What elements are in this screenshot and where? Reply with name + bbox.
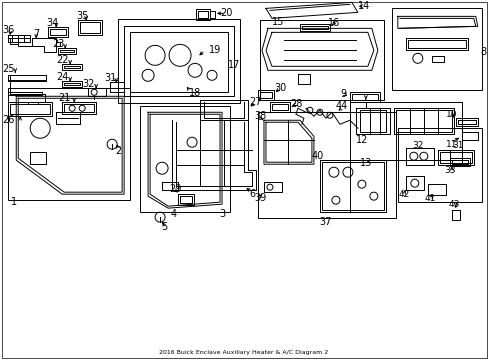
Text: 1: 1 [11,197,17,207]
Text: 5: 5 [161,222,167,232]
Text: 34: 34 [46,18,58,28]
Text: 37: 37 [319,217,331,227]
Bar [397,128,481,202]
Text: 24: 24 [56,72,68,82]
Text: 25: 25 [2,64,15,74]
Text: 10: 10 [445,110,457,119]
Bar [140,106,229,212]
Text: 32: 32 [82,79,94,89]
Text: 21: 21 [58,93,70,103]
Text: 8: 8 [480,47,486,57]
Bar [349,102,461,160]
Text: 26: 26 [2,115,15,125]
Text: 2: 2 [115,146,121,156]
Text: 28: 28 [289,99,302,109]
Text: 19: 19 [208,45,221,55]
Text: 39: 39 [253,193,265,203]
Text: 17: 17 [227,60,240,70]
Text: 14: 14 [357,1,369,12]
Text: 31: 31 [451,141,463,150]
Text: 31: 31 [104,73,116,83]
Text: 38: 38 [253,111,265,121]
Text: 9: 9 [340,89,346,99]
Text: 27: 27 [249,97,262,107]
Text: 33: 33 [443,166,455,175]
Bar [260,21,383,100]
Text: 2016 Buick Enclave Auxiliary Heater & A/C Diagram 2: 2016 Buick Enclave Auxiliary Heater & A/… [159,350,328,355]
Text: 22: 22 [56,55,68,65]
Text: 11: 11 [445,140,457,149]
Text: 29: 29 [168,184,181,194]
Bar [258,112,395,218]
Text: 42: 42 [397,190,408,199]
Text: 4: 4 [171,209,177,219]
Text: 36: 36 [2,25,14,35]
Text: 40: 40 [311,151,324,161]
Text: 43: 43 [447,200,459,209]
Text: 7: 7 [33,30,39,39]
Text: 20: 20 [220,8,232,18]
Text: 6: 6 [248,189,255,199]
Text: 3: 3 [219,209,224,219]
Bar [118,19,240,103]
Bar [391,8,481,90]
Bar [8,88,130,200]
Text: 32: 32 [411,141,423,150]
Text: 15: 15 [271,17,284,27]
Text: 18: 18 [188,88,201,98]
Text: 44: 44 [335,101,347,111]
Text: 35: 35 [76,12,88,21]
Text: 30: 30 [273,83,285,93]
Text: 23: 23 [52,39,64,49]
Text: 13: 13 [359,158,371,168]
Text: 12: 12 [355,135,367,145]
Text: 41: 41 [423,194,435,203]
Text: 16: 16 [327,18,339,28]
